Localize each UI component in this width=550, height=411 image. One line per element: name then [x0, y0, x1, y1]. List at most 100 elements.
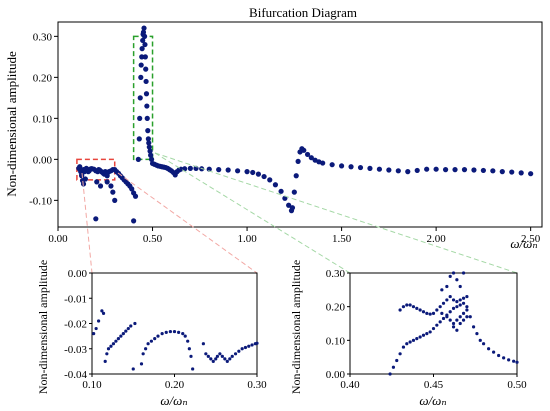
main-point: [136, 136, 142, 142]
inset-right-point: [418, 335, 422, 339]
inset-right-point: [455, 300, 459, 304]
main-x-tick-label: 2.00: [427, 233, 447, 245]
inset-right-point: [461, 296, 466, 300]
inset-left-point: [230, 354, 234, 358]
inset-left-point: [149, 339, 153, 343]
inset-right-point: [458, 284, 462, 289]
inset-right-point: [451, 306, 456, 310]
inset-left-point: [218, 352, 222, 356]
inset-left-point: [168, 329, 172, 334]
inset-left-y-axis-label: Non-dimensional amplitude: [36, 260, 50, 394]
inset-right-point: [487, 347, 491, 351]
inset-right-point: [475, 332, 479, 336]
main-point: [289, 205, 296, 211]
main-point: [132, 193, 139, 199]
inset-left-y-tick-label: 0.00: [68, 268, 88, 280]
inset-left-frame: [91, 272, 258, 375]
main-point: [140, 29, 147, 35]
main-point: [414, 167, 420, 174]
main-point: [304, 151, 311, 158]
main-point: [144, 103, 150, 109]
main-x-tick-label: 0.00: [48, 233, 68, 245]
main-point: [141, 25, 147, 31]
inset-left-point: [92, 332, 96, 336]
inset-right-point: [468, 315, 472, 319]
inset-left-point: [116, 337, 120, 341]
inset-left-point: [156, 334, 160, 338]
inset-right-point: [391, 365, 396, 369]
inset-left-point: [214, 357, 218, 361]
inset-right-point: [395, 358, 399, 363]
main-point: [93, 216, 99, 222]
inset-right-y-tick-label: 0.20: [326, 302, 346, 314]
main-point: [143, 66, 149, 72]
inset-left-point: [183, 334, 187, 338]
inset-left-x-axis-label: ω/ωₙ: [160, 393, 187, 408]
inset-right-point: [458, 303, 462, 307]
inset-right-point: [425, 311, 429, 315]
main-point: [110, 189, 116, 195]
main-point: [142, 41, 148, 48]
main-point: [320, 160, 326, 166]
main-x-tick-label: 1.00: [237, 233, 257, 245]
main-point: [480, 167, 486, 174]
connector-red-left: [81, 172, 93, 274]
main-point: [94, 179, 100, 185]
inset-left-point: [191, 367, 195, 371]
main-point: [79, 172, 85, 178]
inset-left-chart: 0.10 0.20 0.30 -0.04 -0.03 -0.02 -0.01 0.00 ω/…: [36, 260, 267, 408]
inset-left-point: [109, 344, 113, 348]
inset-right-frame: [349, 272, 518, 375]
inset-right-points: [388, 271, 519, 376]
main-point: [135, 156, 141, 162]
inset-right-x-ticks: 0.40 0.45 0.50: [340, 374, 527, 391]
inset-right-point: [492, 350, 496, 354]
inset-left-point: [111, 342, 116, 346]
inset-right-point: [411, 305, 416, 309]
inset-left-point: [250, 343, 254, 347]
main-point: [148, 156, 155, 162]
inset-left-point: [215, 354, 219, 358]
inset-left-point: [100, 309, 104, 313]
inset-right-point: [388, 372, 392, 376]
inset-right-point: [438, 305, 442, 309]
main-plot-frame: [57, 21, 543, 228]
main-point: [138, 62, 144, 68]
main-point: [145, 128, 151, 134]
inset-left-point: [177, 330, 181, 334]
main-point: [225, 167, 231, 173]
inset-right-point: [448, 318, 452, 322]
inset-left-point: [187, 347, 191, 351]
inset-left-x-tick-label: 0.10: [82, 379, 102, 391]
inset-left-point: [206, 354, 210, 358]
main-point: [433, 166, 439, 172]
inset-right-point: [482, 342, 486, 346]
inset-right-point: [431, 311, 436, 315]
main-y-tick-label: 0.30: [33, 31, 53, 43]
inset-right-point: [451, 321, 456, 326]
inset-left-x-ticks: 0.10 0.20 0.30: [82, 374, 267, 391]
inset-right-point: [425, 332, 429, 336]
main-point: [250, 169, 256, 176]
inset-left-y-tick-label: -0.01: [64, 293, 87, 305]
inset-left-point: [201, 342, 205, 346]
inset-right-point: [461, 271, 466, 275]
inset-left-point: [139, 362, 144, 366]
main-point: [139, 54, 145, 60]
main-point: [348, 164, 354, 170]
main-point: [140, 37, 146, 44]
main-point: [112, 197, 118, 203]
inset-left-point: [119, 334, 123, 338]
main-point: [424, 166, 430, 172]
inset-right-point: [438, 320, 442, 324]
main-y-axis-label: Non-dimensional amplitude: [4, 51, 19, 197]
inset-right-point: [515, 360, 519, 364]
inset-left-point: [103, 359, 107, 363]
inset-right-point: [451, 325, 456, 329]
main-x-tick-label: 0.50: [143, 233, 163, 245]
inset-right-point: [465, 315, 469, 319]
main-point: [138, 74, 144, 80]
inset-right-y-axis-label: Non-dimensional amplitude: [289, 260, 303, 394]
main-x-ticks: 0.00 0.50 1.00 1.50 2.00 2.50: [48, 227, 541, 245]
inset-left-point: [101, 311, 106, 315]
